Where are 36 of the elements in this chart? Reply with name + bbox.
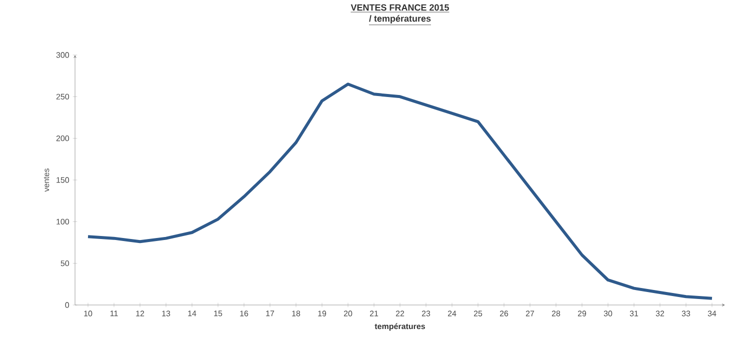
x-tick-label: 13 bbox=[162, 310, 170, 316]
y-tick-label: 150 bbox=[56, 177, 70, 183]
x-tick-label: 21 bbox=[370, 310, 378, 316]
x-tick-label: 29 bbox=[578, 310, 586, 316]
y-tick-label: 0 bbox=[65, 302, 70, 308]
chart-subtitle: / températures bbox=[369, 14, 431, 24]
x-tick-label: 18 bbox=[292, 310, 300, 316]
x-tick-label: 24 bbox=[448, 310, 456, 316]
y-tick-label: 300 bbox=[56, 52, 70, 58]
y-axis-title: ventes bbox=[44, 168, 50, 192]
y-tick-label: 50 bbox=[60, 260, 70, 266]
x-tick-label: 16 bbox=[240, 310, 248, 316]
x-tick-label: 10 bbox=[84, 310, 92, 316]
x-tick-label: 31 bbox=[630, 310, 638, 316]
x-axis-title: températures bbox=[374, 323, 426, 331]
y-tick-label: 200 bbox=[56, 135, 70, 142]
x-tick-label: 15 bbox=[214, 310, 222, 316]
y-tick-label: 100 bbox=[56, 218, 70, 224]
x-tick-label: 27 bbox=[526, 310, 534, 316]
x-tick-label: 17 bbox=[266, 310, 274, 316]
x-tick-label: 22 bbox=[396, 310, 404, 316]
x-tick-label: 30 bbox=[604, 310, 612, 316]
x-tick-label: 25 bbox=[474, 310, 482, 316]
x-tick-label: 12 bbox=[136, 310, 144, 316]
chart-title: VENTES FRANCE 2015 bbox=[350, 4, 449, 11]
x-tick-label: 14 bbox=[188, 310, 196, 316]
x-tick-label: 26 bbox=[500, 310, 508, 316]
x-tick-label: 28 bbox=[552, 310, 560, 316]
y-tick-label: 250 bbox=[56, 94, 70, 100]
x-tick-label: 11 bbox=[110, 310, 118, 316]
x-tick-label: 33 bbox=[682, 310, 690, 316]
x-tick-label: 32 bbox=[656, 310, 664, 316]
x-tick-label: 19 bbox=[318, 310, 326, 316]
x-tick-label: 34 bbox=[708, 310, 716, 316]
x-tick-label: 23 bbox=[422, 310, 430, 316]
x-tick-label: 20 bbox=[344, 310, 352, 316]
